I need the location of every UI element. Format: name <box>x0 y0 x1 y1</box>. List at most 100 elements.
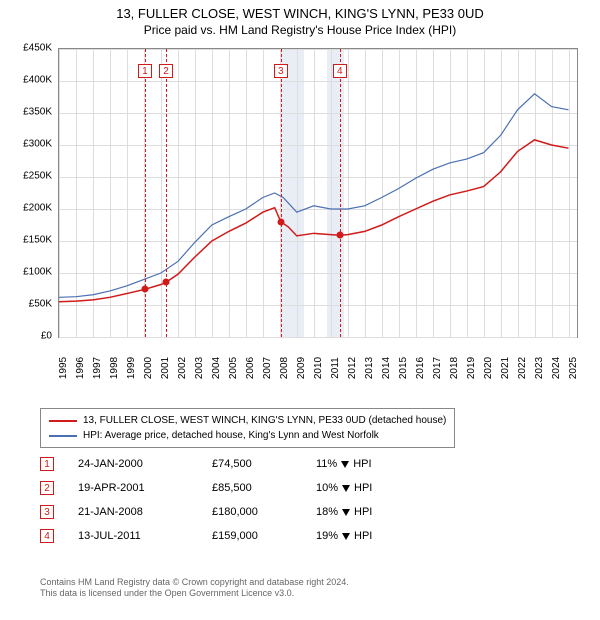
legend-swatch-price-paid <box>49 420 77 422</box>
tx-diff-pct: 10% <box>316 482 338 494</box>
tx-diff: 11%HPI <box>316 458 416 470</box>
x-tick-label: 1998 <box>109 357 120 379</box>
y-tick-label: £0 <box>41 331 52 342</box>
series-line-hpi <box>59 94 569 298</box>
y-tick-label: £300K <box>23 139 52 150</box>
legend-label-price-paid: 13, FULLER CLOSE, WEST WINCH, KING'S LYN… <box>83 413 446 428</box>
series-line-price_paid <box>59 140 569 302</box>
transaction-row: 321-JAN-2008£180,00018%HPI <box>40 500 416 524</box>
y-tick-label: £450K <box>23 43 52 54</box>
y-tick-label: £400K <box>23 75 52 86</box>
tx-price: £85,500 <box>212 482 292 494</box>
chart-title-subtitle: Price paid vs. HM Land Registry's House … <box>0 23 600 39</box>
x-tick-label: 2003 <box>194 357 205 379</box>
sale-marker-dot <box>141 286 148 293</box>
chart-container: £0 £50K £100K £150K £200K £250K £300K £350K £400… <box>10 48 590 368</box>
transaction-table: 124-JAN-2000£74,50011%HPI219-APR-2001£85… <box>40 452 416 548</box>
legend-swatch-hpi <box>49 435 77 437</box>
tx-date: 19-APR-2001 <box>78 482 188 494</box>
sale-marker-line <box>166 49 167 337</box>
legend-item-hpi: HPI: Average price, detached house, King… <box>49 428 446 443</box>
x-tick-label: 2021 <box>500 357 511 379</box>
y-tick-label: £250K <box>23 171 52 182</box>
tx-diff-suffix: HPI <box>354 506 372 518</box>
legend-label-hpi: HPI: Average price, detached house, King… <box>83 428 379 443</box>
x-tick-label: 1999 <box>126 357 137 379</box>
arrow-down-icon <box>342 485 350 492</box>
tx-index-box: 2 <box>40 481 54 495</box>
x-tick-label: 1997 <box>92 357 103 379</box>
arrow-down-icon <box>342 509 350 516</box>
plot-area: 12 3 4 <box>58 48 578 338</box>
legend-item-price-paid: 13, FULLER CLOSE, WEST WINCH, KING'S LYN… <box>49 413 446 428</box>
x-tick-label: 2022 <box>517 357 528 379</box>
x-tick-label: 2002 <box>177 357 188 379</box>
tx-diff-pct: 11% <box>316 458 337 470</box>
tx-diff-suffix: HPI <box>354 482 372 494</box>
x-tick-label: 1995 <box>58 357 69 379</box>
y-tick-label: £150K <box>23 235 52 246</box>
arrow-down-icon <box>342 533 350 540</box>
title-block: 13, FULLER CLOSE, WEST WINCH, KING'S LYN… <box>0 0 600 38</box>
tx-diff: 19% HPI <box>316 530 416 542</box>
sale-marker-index-box: 4 <box>333 64 347 78</box>
tx-price: £159,000 <box>212 530 292 542</box>
y-tick-label: £50K <box>29 299 52 310</box>
x-tick-label: 2020 <box>483 357 494 379</box>
tx-diff: 18% HPI <box>316 506 416 518</box>
x-tick-label: 1996 <box>75 357 86 379</box>
x-tick-label: 2006 <box>245 357 256 379</box>
x-tick-label: 2018 <box>449 357 460 379</box>
tx-index-box: 4 <box>40 529 54 543</box>
y-tick-label: £350K <box>23 107 52 118</box>
sale-marker-dot <box>336 232 343 239</box>
x-tick-label: 2004 <box>211 357 222 379</box>
x-tick-label: 2009 <box>296 357 307 379</box>
x-axis-labels: 1995199619971998199920002001200220032004… <box>58 340 578 370</box>
tx-date: 13-JUL-2011 <box>78 530 188 542</box>
sale-marker-index-box: 1 <box>138 64 152 78</box>
x-tick-label: 2015 <box>398 357 409 379</box>
legend: 13, FULLER CLOSE, WEST WINCH, KING'S LYN… <box>40 408 455 448</box>
tx-price: £180,000 <box>212 506 292 518</box>
footer-line2: This data is licensed under the Open Gov… <box>40 588 580 600</box>
x-tick-label: 2012 <box>347 357 358 379</box>
sale-marker-index-box: 3 <box>274 64 288 78</box>
x-tick-label: 2013 <box>364 357 375 379</box>
tx-date: 24-JAN-2000 <box>78 458 188 470</box>
transaction-row: 4 13-JUL-2011 £159,000 19% HPI <box>40 524 416 548</box>
x-tick-label: 2001 <box>160 357 171 379</box>
y-tick-label: £200K <box>23 203 52 214</box>
chart-svg <box>59 49 577 337</box>
sale-marker-line <box>145 49 146 337</box>
x-tick-label: 2017 <box>432 357 443 379</box>
x-tick-label: 2000 <box>143 357 154 379</box>
x-tick-label: 2010 <box>313 357 324 379</box>
sale-marker-line <box>281 49 282 337</box>
tx-diff-pct: 19% <box>316 530 338 542</box>
x-tick-label: 2014 <box>381 357 392 379</box>
tx-diff: 10% HPI <box>316 482 416 494</box>
tx-diff-suffix: HPI <box>354 530 372 542</box>
tx-index-box: 3 <box>40 505 54 519</box>
sale-marker-index-box: 2 <box>159 64 173 78</box>
transaction-row: 124-JAN-2000£74,50011%HPI <box>40 452 416 476</box>
x-tick-label: 2007 <box>262 357 273 379</box>
y-axis-labels: £0£50K£100K£150K£200K£250K£300K£350K£400… <box>10 48 56 338</box>
x-tick-label: 2024 <box>551 357 562 379</box>
tx-diff-pct: 18% <box>316 506 338 518</box>
sale-marker-line <box>340 49 341 337</box>
transaction-row: 2 19-APR-2001 £85,500 10% HPI <box>40 476 416 500</box>
footer-attribution: Contains HM Land Registry data © Crown c… <box>40 577 580 600</box>
chart-title-address: 13, FULLER CLOSE, WEST WINCH, KING'S LYN… <box>0 6 600 23</box>
x-tick-label: 2005 <box>228 357 239 379</box>
x-tick-label: 2025 <box>568 357 579 379</box>
y-tick-label: £100K <box>23 267 52 278</box>
arrow-down-icon <box>341 461 349 468</box>
x-tick-label: 2019 <box>466 357 477 379</box>
x-tick-label: 2023 <box>534 357 545 379</box>
x-tick-label: 2008 <box>279 357 290 379</box>
tx-index-box: 1 <box>40 457 54 471</box>
sale-marker-dot <box>277 218 284 225</box>
x-tick-label: 2016 <box>415 357 426 379</box>
